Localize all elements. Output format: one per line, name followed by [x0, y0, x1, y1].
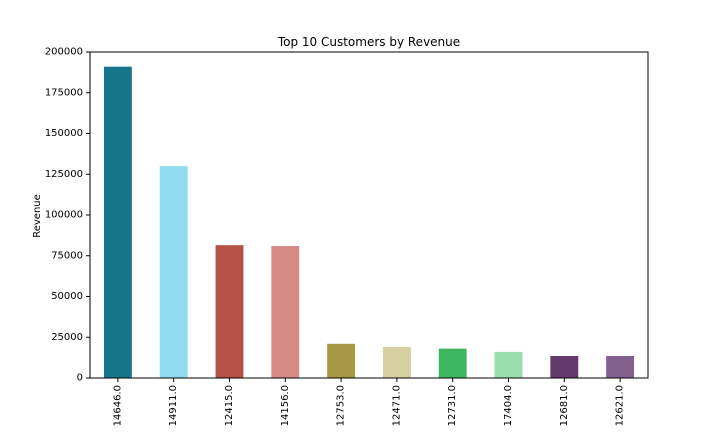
y-tick-label: 25000: [51, 332, 83, 343]
y-tick-label: 150000: [45, 128, 83, 139]
bars-group: [103, 66, 635, 379]
bar-14646.0: [103, 66, 132, 379]
bar-14156.0: [271, 245, 300, 378]
y-axis-label: Revenue: [32, 194, 43, 238]
y-axis-ticks: 0 25000 50000 75000 100000 125000 150000 175000…: [45, 47, 90, 384]
chart-title: Top 10 Customers by Revenue: [277, 35, 460, 49]
x-axis-ticks: 14646.0 14911.0 12415.0 14156.0 12753.0 12471…: [112, 378, 626, 426]
plot-frame: [89, 51, 649, 379]
bar-12731.0: [438, 348, 467, 378]
bar-12415.0: [215, 245, 244, 378]
bar-17404.0: [494, 351, 523, 378]
x-tick-label: 12681.0: [559, 385, 570, 426]
x-tick-label: 12731.0: [447, 385, 458, 426]
x-tick-label: 14156.0: [280, 385, 291, 426]
y-tick-label: 175000: [45, 87, 83, 98]
bar-14911.0: [159, 166, 188, 378]
x-tick-label: 12753.0: [336, 385, 347, 426]
x-tick-label: 14911.0: [168, 385, 179, 426]
y-tick-label: 50000: [51, 291, 83, 302]
bar-12681.0: [550, 355, 579, 378]
y-tick-label: 0: [77, 373, 83, 384]
x-tick-label: 12621.0: [615, 385, 626, 426]
y-tick-label: 100000: [45, 210, 83, 221]
bar-12621.0: [606, 355, 635, 378]
x-tick-label: 12415.0: [224, 385, 235, 426]
x-tick-label: 17404.0: [503, 385, 514, 426]
y-tick-label: 125000: [45, 169, 83, 180]
x-tick-label: 14646.0: [112, 385, 123, 426]
y-tick-label: 75000: [51, 250, 83, 261]
x-tick-label: 12471.0: [391, 385, 402, 426]
bar-12471.0: [382, 347, 411, 378]
bar-12753.0: [327, 343, 356, 378]
y-tick-label: 200000: [45, 47, 83, 58]
